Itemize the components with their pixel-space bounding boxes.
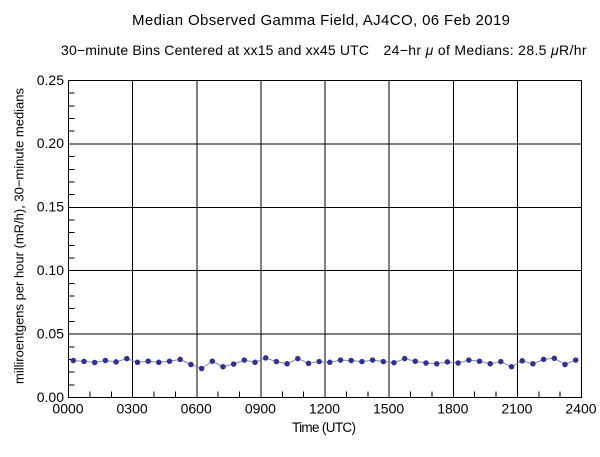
svg-text:0.20: 0.20 — [37, 135, 64, 151]
svg-text:Median Observed Gamma Field, A: Median Observed Gamma Field, AJ4CO, 06 F… — [132, 12, 510, 29]
svg-text:0900: 0900 — [245, 401, 276, 417]
svg-text:0600: 0600 — [181, 401, 212, 417]
svg-text:0.25: 0.25 — [37, 72, 64, 88]
svg-text:1500: 1500 — [373, 401, 404, 417]
svg-text:2400: 2400 — [565, 401, 596, 417]
svg-text:Time (UTC): Time (UTC) — [292, 420, 356, 435]
svg-text:0.00: 0.00 — [37, 389, 64, 405]
svg-text:1200: 1200 — [309, 401, 340, 417]
svg-text:0.05: 0.05 — [37, 325, 64, 341]
svg-text:0.15: 0.15 — [37, 199, 64, 215]
svg-text:milliroentgens per hour (mR/h): milliroentgens per hour (mR/h), 30−minut… — [12, 88, 27, 385]
svg-text:0300: 0300 — [117, 401, 148, 417]
svg-text:0000: 0000 — [52, 401, 83, 417]
svg-text:30−minute Bins Centered at xx1: 30−minute Bins Centered at xx15 and xx45… — [61, 42, 369, 58]
svg-text:24−hr μ of Medians: 28.5 μR/hr: 24−hr μ of Medians: 28.5 μR/hr — [384, 42, 587, 58]
svg-text:2100: 2100 — [501, 401, 532, 417]
svg-text:0.10: 0.10 — [37, 262, 64, 278]
svg-text:1800: 1800 — [437, 401, 468, 417]
